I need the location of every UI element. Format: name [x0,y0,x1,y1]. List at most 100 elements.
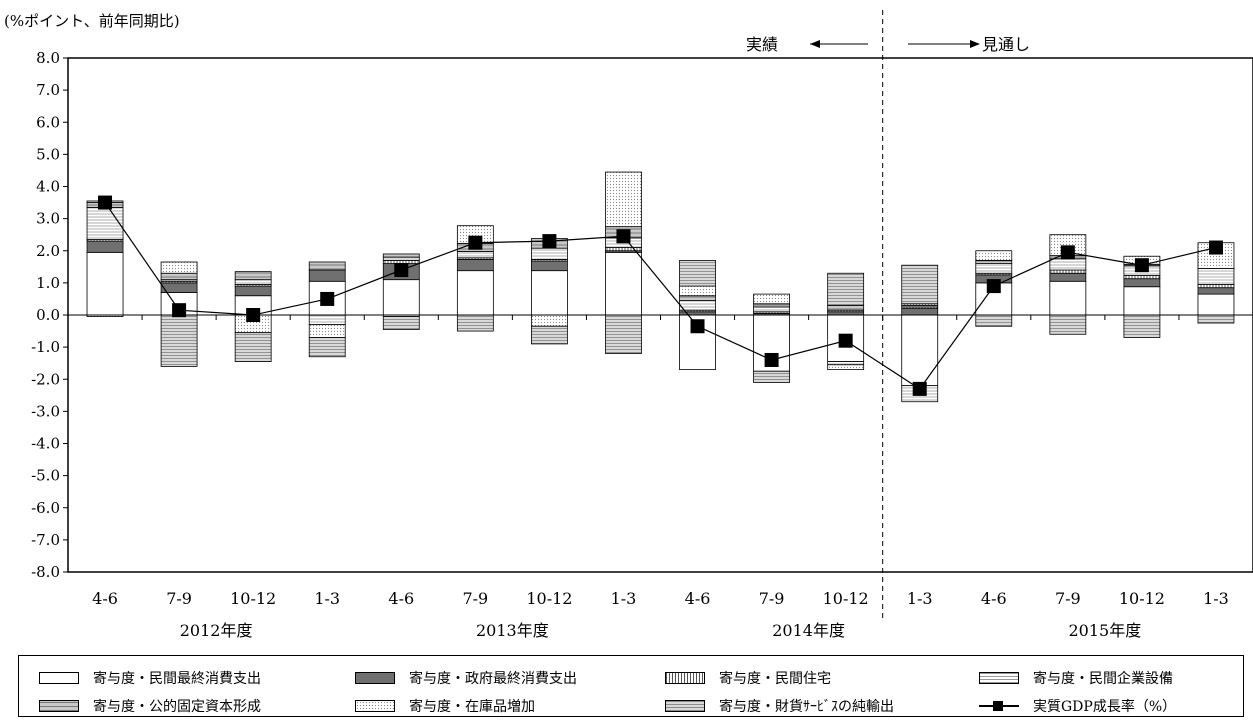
bar-segment-government_consumption [456,259,494,272]
bar-segment-private_investment [531,247,568,260]
bar-segment-private_consumption [901,314,939,387]
forecast-label: 見通し [982,35,1030,54]
y-tick-label: -6.0 [31,499,60,517]
gdp-point [1208,240,1223,255]
bar-segment-public_investment [975,259,1013,265]
bar-segment-inventory [160,261,198,274]
y-tick-label: -8.0 [31,563,60,581]
bar-segment-public_investment [827,304,865,311]
gdp-contribution-chart: 8.0 7.0 6.0 5.0 4.0 3.0 2.0 1.0 0.0 -1.0 -2.0 -3.0 -… [31,10,1253,640]
gdp-point [172,303,187,318]
bar-segment-private_investment [827,361,865,366]
x-tick-label: 1-3 [314,589,340,608]
bar-segment-inventory [975,250,1013,261]
legend-label: 寄与度・民間企業設備 [1033,671,1173,687]
x-tick-label: 7-9 [1055,589,1081,608]
bar-segment-private_investment [1049,258,1087,271]
bar-segment-net_exports [1197,314,1235,324]
bar-segment-private_investment [679,300,716,311]
actual-arrow [810,40,868,48]
bar-segment-private_investment [382,256,420,261]
gdp-point [542,234,557,249]
y-tick-label: -4.0 [31,435,60,453]
gdp-line-path [104,202,1217,390]
bar-segment-net_exports [827,272,865,306]
legend-line-marker [979,699,1019,713]
x-tick-label: 7-9 [166,589,192,608]
gdp-point [764,352,779,367]
y-tick-label: 8.0 [36,49,60,67]
y-tick-label: 5.0 [36,145,60,163]
year-group-label: 2012年度 [180,621,253,640]
bar-segment-inventory [531,314,568,327]
legend-swatch [665,672,705,684]
bar-segment-net_exports [1123,314,1161,338]
bar-segment-private_investment [753,306,790,313]
x-tick-label: 1-3 [1203,589,1229,608]
bar-segment-net_exports [456,314,494,332]
bar-segment-private_investment [456,250,494,259]
bar-segment-net_exports [234,332,272,362]
bar-segment-net_exports [1049,314,1087,335]
bar-segment-private_investment [234,279,272,285]
stacked-bars [86,171,1235,403]
legend-item-government_consumption: 寄与度・政府最終消費支出 [355,668,577,688]
bar-segment-public_investment [308,261,346,271]
bar-segment-private_investment [1197,268,1235,285]
x-tick-label: 7-9 [759,589,785,608]
bar-segment-government_consumption [1123,278,1161,288]
bar-segment-private_consumption [382,279,420,316]
year-group-label: 2014年度 [772,621,845,640]
bar-segment-private_consumption [86,251,124,316]
y-tick-label: -7.0 [31,531,60,549]
y-tick-label: 3.0 [36,210,60,228]
bar-segment-government_consumption [1197,287,1235,295]
x-tick-label: 4-6 [388,589,414,608]
bar-segment-public_investment [679,295,716,301]
legend-label: 寄与度・公的固定資本形成 [93,699,261,715]
legend-swatch [665,700,705,712]
bar-segment-public_investment [753,303,790,308]
bar-segment-private_investment [975,263,1013,274]
bar-segment-inventory [605,171,642,228]
x-tick-label: 1-3 [907,589,933,608]
bar-segment-inventory [753,293,790,305]
forecast-arrow [908,40,980,48]
legend-item-private_housing: 寄与度・民間住宅 [665,668,831,688]
bar-segment-net_exports [382,316,420,330]
gdp-point [394,263,409,278]
gdp-growth-line [98,195,1223,396]
bar-segment-government_consumption [901,308,939,316]
legend-label: 実質GDP成長率（%） [1033,699,1177,715]
legend-label: 寄与度・民間住宅 [719,671,831,687]
legend-swatch [355,700,395,712]
bar-segment-inventory [827,364,865,371]
bar-segment-net_exports [160,314,198,367]
gdp-point [616,229,631,244]
bar-segment-private_housing [605,247,642,252]
y-tick-label: -5.0 [31,467,60,485]
y-tick-label: 4.0 [36,178,60,196]
gdp-point [98,195,113,210]
legend-item-inventory: 寄与度・在庫品増加 [355,696,535,716]
legend-swatch [355,672,395,684]
gdp-point [320,291,335,306]
actual-label: 実績 [746,35,778,54]
x-tick-label: 10-12 [526,589,572,608]
bar-segment-net_exports [679,259,716,287]
bar-segment-government_consumption [86,240,124,253]
y-tick-label: -1.0 [31,338,60,356]
bar-segment-public_investment [382,253,420,258]
x-axis: 4-6 7-9 10-12 1-3 4-6 7-9 10-12 1-3 4-6 7-9 10-12 1… [67,315,1253,640]
bar-segment-net_exports [901,264,939,305]
y-tick-label: 0.0 [36,306,60,324]
legend-item-private_consumption: 寄与度・民間最終消費支出 [39,668,261,688]
legend: 寄与度・民間最終消費支出 寄与度・政府最終消費支出 寄与度・民間住宅 寄与度・民間企業… [18,655,1244,717]
legend-label: 寄与度・在庫品増加 [409,699,535,715]
legend-swatch [39,672,79,684]
bar-segment-net_exports [308,337,346,358]
unit-label: (%ポイント、前年同期比) [4,12,180,30]
year-group-label: 2015年度 [1069,621,1142,640]
x-tick-label: 10-12 [230,589,276,608]
bar-segment-government_consumption [531,260,568,272]
